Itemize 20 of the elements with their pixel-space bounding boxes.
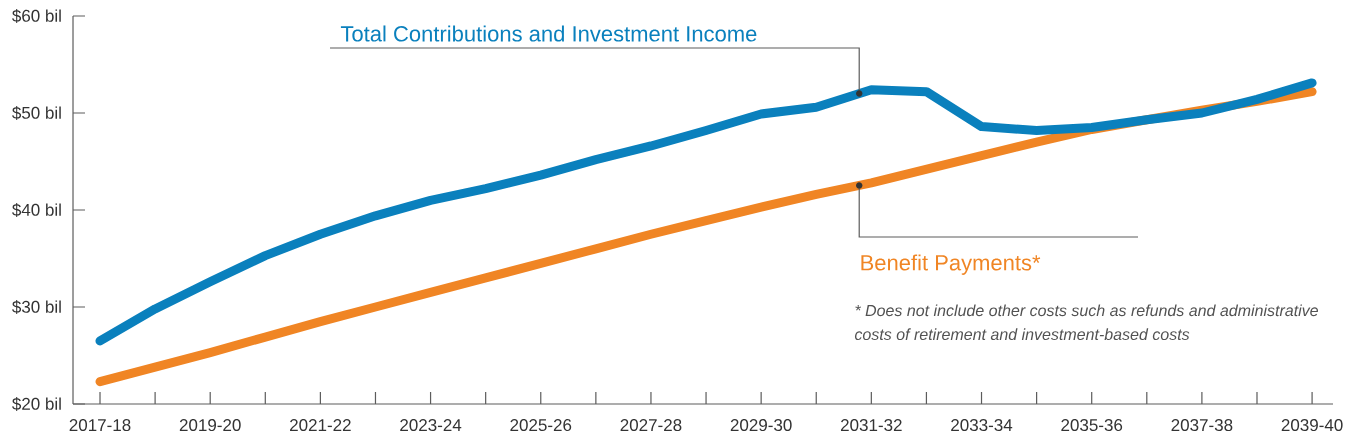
x-tick-label: 2031-32 (840, 419, 902, 432)
annotation: * Does not include other costs such as refunds and administrative costs of retirement and investment-based costs (854, 304, 1318, 341)
x-tick-label: 2039-40 (1281, 419, 1343, 432)
text: Total Contributions and Investment Income (340, 25, 757, 42)
text: Benefit Payments* (861, 254, 1041, 275)
x-tick-label: 2033-34 (951, 419, 1013, 432)
x-tick-label: 2025-26 (510, 419, 572, 432)
y-tick-label: $30 bil (12, 300, 61, 314)
x-tick-label: 2017-18 (69, 419, 131, 432)
y-tick-label: $50 bil (12, 106, 61, 120)
x-tick-label: 2037-38 (1171, 419, 1233, 432)
y-tick-label: $20 bil (12, 397, 61, 411)
x-tick-label: 2027-28 (620, 419, 682, 432)
y-tick-label: $60 bil (12, 9, 61, 23)
x-tick-label: 2023-24 (400, 419, 462, 432)
x-tick-label: 2021-22 (290, 419, 351, 432)
y-tick-label: $40 bil (12, 203, 61, 217)
x-tick-label: 2035-36 (1061, 419, 1123, 432)
x-tick-label: 2019-20 (179, 419, 241, 432)
x-tick-label: 2029-30 (730, 419, 792, 432)
